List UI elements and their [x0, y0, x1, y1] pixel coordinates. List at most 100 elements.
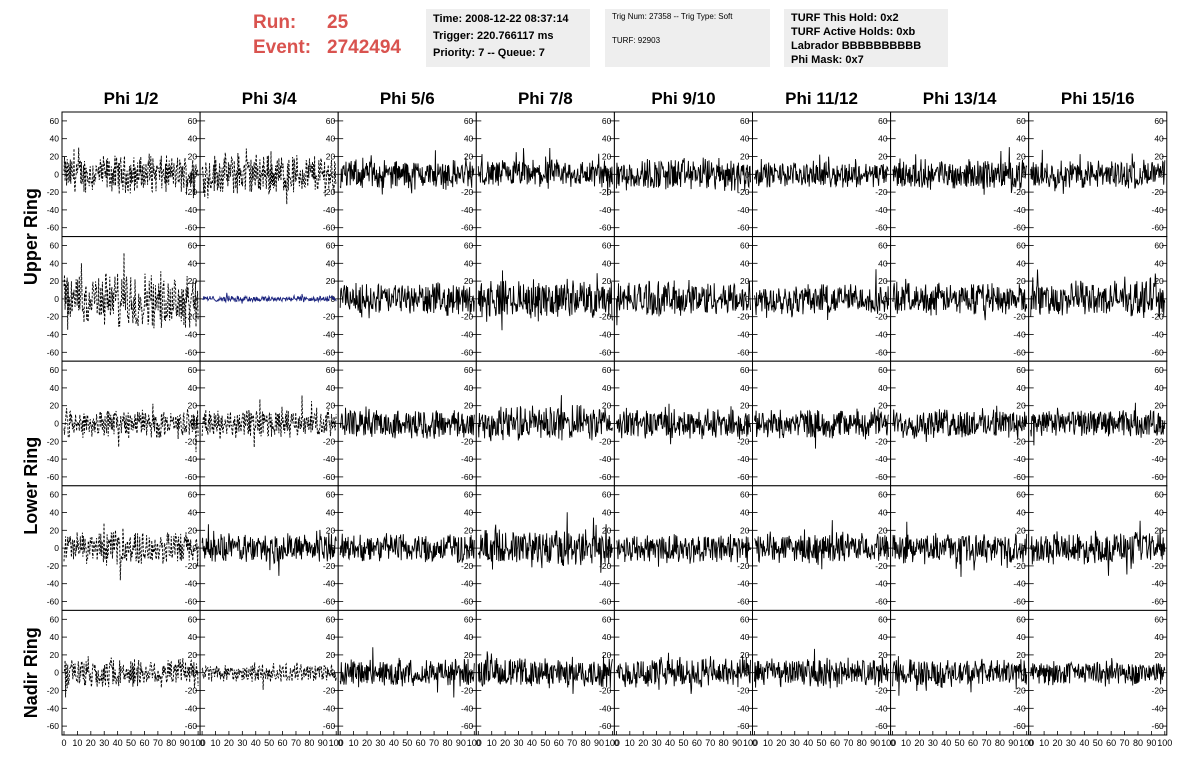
x-tick-label: 10 — [349, 738, 359, 748]
column-title: Phi 7/8 — [518, 89, 573, 108]
row-label: Lower Ring — [21, 437, 41, 535]
y-tick-label: 0 — [54, 169, 59, 179]
info-line: Labrador BBBBBBBBBB — [791, 40, 922, 52]
x-tick-label: 50 — [1093, 738, 1103, 748]
x-tick-label: 10 — [763, 738, 773, 748]
y-tick-label: 40 — [464, 383, 474, 393]
x-tick-label: 50 — [955, 738, 965, 748]
waveform-trace — [615, 279, 751, 326]
column-title: Phi 5/6 — [380, 89, 435, 108]
waveform-trace — [339, 150, 475, 195]
column-title: Phi 9/10 — [651, 89, 715, 108]
x-tick-label: 70 — [1120, 738, 1130, 748]
y-tick-label: 40 — [188, 508, 198, 518]
y-tick-label: -40 — [47, 454, 60, 464]
x-tick-label: 60 — [692, 738, 702, 748]
x-tick-label: 80 — [857, 738, 867, 748]
x-tick-label: 20 — [86, 738, 96, 748]
trig-num-info-box: Trig Num: 27358 -- Trig Type: Soft TURF:… — [605, 9, 770, 67]
y-tick-label: -40 — [875, 454, 888, 464]
x-tick-label: 90 — [594, 738, 604, 748]
x-tick-label: 30 — [790, 738, 800, 748]
y-tick-label: 20 — [50, 276, 60, 286]
x-tick-label: 70 — [153, 738, 163, 748]
y-tick-label: -60 — [323, 721, 336, 731]
y-tick-label: 60 — [50, 365, 60, 375]
y-tick-label: -40 — [185, 330, 198, 340]
y-tick-label: 60 — [1154, 614, 1164, 624]
y-tick-label: 20 — [188, 525, 198, 535]
x-tick-label: 40 — [803, 738, 813, 748]
y-tick-label: 20 — [326, 401, 336, 411]
y-tick-label: 60 — [50, 116, 60, 126]
y-tick-label: -20 — [737, 436, 750, 446]
x-tick-label: 80 — [304, 738, 314, 748]
y-tick-label: 60 — [602, 365, 612, 375]
y-tick-label: -60 — [737, 223, 750, 233]
y-tick-label: -40 — [461, 205, 474, 215]
y-tick-label: 60 — [1016, 241, 1026, 251]
y-tick-label: -20 — [1013, 436, 1026, 446]
y-tick-label: 20 — [326, 276, 336, 286]
y-tick-label: -20 — [185, 561, 198, 571]
x-tick-label: 0 — [614, 738, 619, 748]
y-tick-label: 20 — [50, 152, 60, 162]
y-tick-label: -40 — [47, 205, 60, 215]
y-tick-label: -40 — [1152, 579, 1165, 589]
y-tick-label: 40 — [602, 508, 612, 518]
y-tick-label: -60 — [185, 347, 198, 357]
y-tick-label: -40 — [875, 330, 888, 340]
x-tick-label: 0 — [1028, 738, 1033, 748]
y-tick-label: 40 — [602, 134, 612, 144]
y-tick-label: -60 — [1013, 472, 1026, 482]
x-tick-label: 80 — [166, 738, 176, 748]
y-tick-label: -40 — [599, 579, 612, 589]
y-tick-label: 20 — [188, 401, 198, 411]
y-tick-label: 20 — [878, 152, 888, 162]
y-tick-label: 40 — [326, 134, 336, 144]
y-tick-label: -60 — [875, 721, 888, 731]
y-tick-label: 60 — [188, 241, 198, 251]
time-trigger-info-box: Time: 2008-12-22 08:37:14 Trigger: 220.7… — [426, 9, 590, 67]
waveform-trace — [63, 403, 199, 453]
y-tick-label: -20 — [1152, 312, 1165, 322]
x-tick-label: 40 — [665, 738, 675, 748]
y-tick-label: 40 — [602, 258, 612, 268]
column-title: Phi 1/2 — [104, 89, 159, 108]
y-tick-label: 40 — [740, 258, 750, 268]
x-tick-label: 60 — [1106, 738, 1116, 748]
x-tick-label: 40 — [389, 738, 399, 748]
y-tick-label: -20 — [737, 312, 750, 322]
y-tick-label: 60 — [1154, 241, 1164, 251]
x-tick-label: 50 — [678, 738, 688, 748]
y-tick-label: 40 — [878, 632, 888, 642]
x-tick-label: 0 — [61, 738, 66, 748]
y-tick-label: 40 — [1154, 508, 1164, 518]
y-tick-label: -60 — [1152, 347, 1165, 357]
y-tick-label: -20 — [47, 686, 60, 696]
y-tick-label: 60 — [878, 614, 888, 624]
y-tick-label: -20 — [1152, 187, 1165, 197]
waveform-trace — [201, 395, 337, 448]
y-tick-label: 60 — [740, 365, 750, 375]
waveform-trace — [1030, 520, 1166, 576]
y-tick-label: -60 — [323, 472, 336, 482]
x-tick-label: 100 — [329, 738, 344, 748]
y-tick-label: 40 — [1154, 383, 1164, 393]
waveform-trace — [1030, 269, 1166, 319]
y-tick-label: -40 — [1013, 454, 1026, 464]
y-tick-label: -40 — [737, 579, 750, 589]
y-tick-label: 60 — [878, 365, 888, 375]
y-tick-label: 60 — [878, 490, 888, 500]
x-tick-label: 80 — [1133, 738, 1143, 748]
y-tick-label: -40 — [323, 205, 336, 215]
y-tick-label: 20 — [1016, 650, 1026, 660]
x-tick-label: 100 — [191, 738, 206, 748]
x-tick-label: 80 — [581, 738, 591, 748]
column-title: Phi 3/4 — [242, 89, 297, 108]
y-tick-label: -60 — [599, 597, 612, 607]
y-tick-label: -60 — [323, 597, 336, 607]
y-tick-label: 20 — [1154, 152, 1164, 162]
y-tick-label: -40 — [737, 454, 750, 464]
